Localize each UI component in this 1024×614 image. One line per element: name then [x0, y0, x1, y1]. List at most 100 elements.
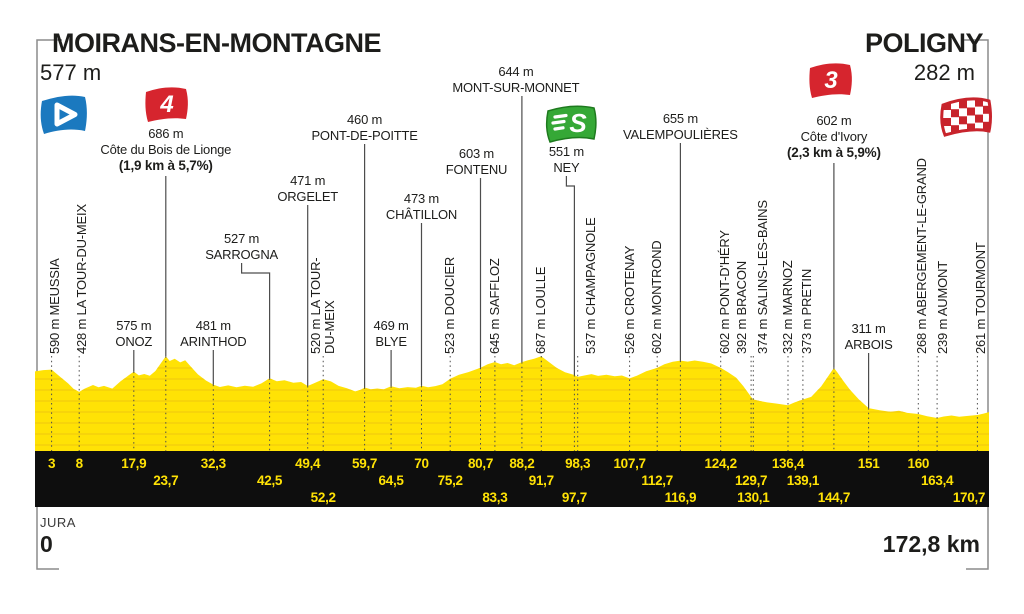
waypoint-elevation: 471 m [290, 173, 326, 188]
km-marker-champagnole: 98,3 [565, 456, 591, 471]
km-marker-loulle: 91,7 [528, 473, 554, 488]
waypoint-label-mont-sur-monnet: 644 m MONT-SUR-MONNET [452, 64, 579, 96]
waypoint-name: SARROGNA [205, 247, 278, 262]
waypoint-label-marnoz: 332 m MARNOZ [780, 260, 795, 354]
waypoint-label-salins-les-bains: 374 m SALINS-LES-BAINS [755, 200, 771, 354]
km-marker-ney: 97,7 [561, 490, 587, 505]
waypoint-elevation: 311 m [851, 321, 886, 336]
km-marker-orgelet: 49,4 [295, 456, 321, 471]
waypoint-elevation: 686 m [148, 126, 184, 141]
waypoint-name: ORGELET [277, 189, 339, 204]
waypoint-label-chatillon: 473 m CHÂTILLON [386, 191, 457, 223]
waypoint-name: Côte d'Ivory [800, 129, 868, 144]
waypoint-label-tourmont: 261 m TOURMONT [973, 242, 989, 354]
waypoint-name: VALEMPOULIÈRES [623, 127, 738, 142]
waypoint-label-aumont: 239 m AUMONT [935, 261, 951, 354]
waypoint-name: CHÂTILLON [385, 207, 458, 222]
waypoint-label-bracon: 392 m BRACON [734, 261, 750, 354]
finish-flag-icon [938, 94, 994, 143]
km-marker-saffloz: 83,3 [482, 490, 508, 505]
waypoint-label-arbois: 311 m ARBOIS [845, 321, 893, 353]
waypoint-elevation: 481 m [195, 318, 231, 333]
waypoint-label-onoz: 575 m ONOZ [115, 318, 152, 350]
km-marker-pont-de-poitte: 59,7 [352, 456, 378, 471]
waypoint-elevation: 603 m [458, 146, 495, 161]
waypoint-label-valempoulieres: 655 m VALEMPOULIÈRES [623, 111, 738, 143]
waypoint-label-la-tour-du-meix: 428 m LA TOUR-DU-MEIX [74, 204, 90, 354]
waypoint-elevation: 655 m [662, 111, 698, 126]
km-marker-cote-d-ivory: 144,7 [817, 490, 851, 505]
waypoint-name: BLYE [375, 334, 407, 349]
waypoint-name: NEY [553, 160, 580, 175]
svg-text:3: 3 [824, 67, 838, 94]
waypoint-elevation: 460 m [347, 112, 383, 127]
waypoint-elevation: 575 m [116, 318, 152, 333]
waypoint-label-abergement-le-grand: 268 m ABERGEMENT-LE-GRAND [914, 158, 930, 354]
climb-detail: (2,3 km à 5,9%) [786, 145, 881, 160]
waypoint-label-ney: 551 m NEY [549, 144, 584, 176]
km-marker-fontenu: 80,7 [467, 456, 494, 471]
km-marker-pretin: 139,1 [786, 473, 820, 488]
waypoint-label-pont-de-poitte: 460 m PONT-DE-POITTE [311, 112, 417, 144]
waypoint-elevation: 527 m [224, 231, 260, 246]
waypoint-label-blye: 469 m BLYE [374, 318, 409, 350]
finish-town-elevation: 282 m [913, 60, 975, 85]
km-marker-blye: 64,5 [378, 473, 404, 488]
waypoint-label-pont-d-hery: 602 m PONT-D'HÉRY [716, 230, 732, 354]
total-distance-label: 172,8 km [882, 531, 980, 557]
waypoint-label-orgelet: 471 m ORGELET [277, 173, 338, 205]
km-marker-cote-du-bois-de-lionge: 23,7 [153, 473, 179, 488]
sprint-flag-icon: S [544, 102, 598, 149]
waypoint-label-meussia: 590 m MEUSSIA [46, 258, 62, 354]
category-3-flag-icon: 3 [807, 60, 853, 105]
elevation-profile-area [35, 356, 989, 451]
svg-text:4: 4 [159, 91, 173, 118]
waypoint-elevation: 602 m [816, 113, 852, 128]
waypoint-name: PONT-DE-POITTE [311, 128, 418, 143]
km-marker-tourmont: 170,7 [952, 490, 986, 505]
waypoint-elevation: 551 m [548, 144, 584, 159]
km-marker-onoz: 17,9 [121, 456, 147, 471]
waypoint-name: ARINTHOD [180, 334, 247, 349]
waypoint-label-saffloz: 645 m SAFFLOZ [486, 258, 502, 354]
region-label: JURA [40, 515, 76, 530]
km-marker-mont-sur-monnet: 88,2 [509, 456, 535, 471]
km-marker-valempoulieres: 116,9 [664, 490, 697, 505]
depart-flag-icon [38, 91, 90, 140]
waypoint-name: MONT-SUR-MONNET [452, 80, 580, 95]
waypoint-label-fontenu: 603 m FONTENU [446, 146, 508, 178]
waypoint-label-champagnole: 537 m CHAMPAGNOLE [582, 217, 598, 354]
waypoint-label-crotenay: 526 m CROTENAY [621, 245, 637, 354]
waypoint-elevation: 469 m [373, 318, 409, 333]
waypoint-name: ONOZ [115, 334, 153, 349]
waypoint-label-cote-d-ivory: 602 m Côte d'Ivory (2,3 km à 5,9%) [787, 113, 881, 161]
km-marker-montrond: 112,7 [641, 473, 673, 488]
km-marker-meussia: 3 [47, 456, 56, 471]
km-marker-sarrogna: 42,5 [257, 473, 283, 488]
waypoint-label-loulle: 687 m LOULLE [533, 266, 549, 354]
waypoint-label-cote-du-bois-de-lionge: 686 m Côte du Bois de Lionge (1,9 km à 5,7… [100, 126, 231, 174]
climb-detail: (1,9 km à 5,7%) [118, 158, 213, 173]
km-marker-aumont: 163,4 [920, 473, 954, 488]
km-marker-pont-d-hery: 124,2 [704, 456, 738, 471]
distance-band: 3 8 17,9 23,7 32,3 42,5 49,4 52,2 59,7 64,5 70 75,2… [35, 451, 989, 507]
waypoint-label-sarrogna: 527 m SARROGNA [205, 231, 278, 263]
km-marker-arinthod: 32,3 [200, 456, 226, 471]
start-town-name: MOIRANS-EN-MONTAGNE [52, 28, 381, 58]
waypoint-elevation: 473 m [403, 191, 440, 206]
svg-text:S: S [569, 108, 587, 138]
km-marker-bracon: 129,7 [734, 473, 768, 488]
km-marker-abergement-le-grand: 160 [907, 456, 930, 471]
waypoint-elevation: 644 m [498, 64, 534, 79]
km-marker-marnoz: 136,4 [771, 456, 805, 471]
km-marker-la-tour-du-meix: 8 [75, 456, 84, 471]
km-marker-salins-les-bains: 130,1 [737, 490, 770, 505]
km-marker-crotenay: 107,7 [613, 456, 646, 471]
waypoint-label-doucier: 523 m DOUCIER [442, 256, 458, 354]
waypoint-label-la-tour-du-meix: 520 m LA TOUR- DU-MEIX [308, 257, 338, 354]
waypoint-label-pretin: 373 m PRETIN [798, 268, 814, 354]
start-town-elevation: 577 m [40, 60, 102, 85]
km-marker-chatillon: 70 [414, 456, 429, 471]
